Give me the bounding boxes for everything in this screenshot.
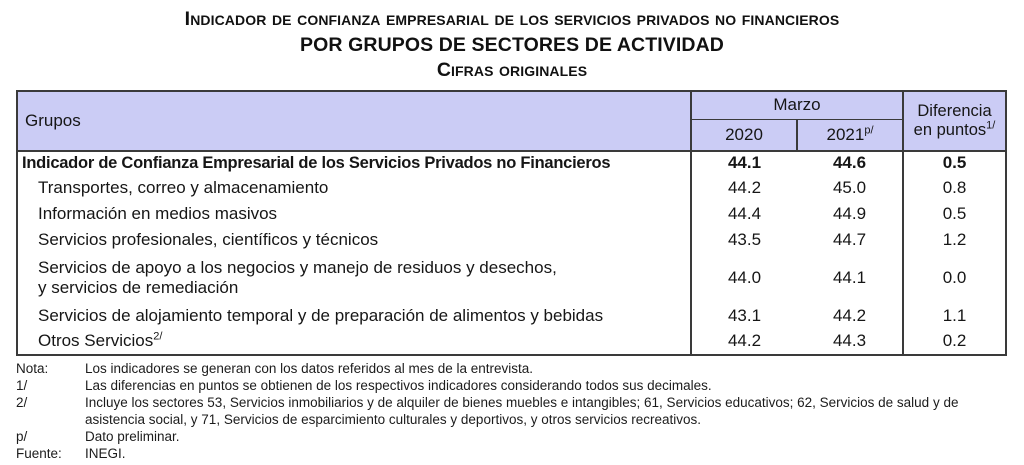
header-grupos: Grupos: [16, 89, 692, 152]
footnote-term: 2/: [16, 394, 28, 410]
group-label: Indicador de Confianza Empresarial de lo…: [17, 150, 692, 175]
value-2020: 43.5: [727, 229, 762, 249]
value-diff: 0.5: [902, 150, 1007, 175]
header-2021-label: 2021: [826, 124, 865, 144]
group-label: Servicios profesionales, científicos y t…: [17, 226, 692, 253]
value-2021: 44.1: [832, 267, 867, 287]
confidence-indicator-table: Grupos Marzo Diferencia en puntos1/ 2020…: [16, 89, 1008, 356]
footnote-term: 1/: [16, 377, 28, 393]
table-body: Indicador de Confianza Empresarial de lo…: [17, 150, 1007, 355]
title-line-3: Cifras originales: [436, 59, 588, 81]
value-diff: 1.1: [902, 302, 1007, 329]
table-row: Transportes, correo y almacenamiento 44.…: [17, 174, 1007, 201]
footnote-text: Dato preliminar.: [85, 428, 180, 444]
value-diff: 0.0: [902, 252, 1007, 303]
table-row: Información en medios masivos 44.4 44.9 …: [17, 200, 1007, 227]
table-row: Servicios profesionales, científicos y t…: [17, 226, 1007, 253]
table-row: Servicios de alojamiento temporal y de p…: [17, 302, 1007, 329]
value-2020: 44.1: [727, 153, 762, 172]
value-2021: 44.6: [832, 153, 867, 172]
value-2021: 44.2: [832, 305, 867, 325]
footnote-text: Las diferencias en puntos se obtienen de…: [85, 377, 712, 393]
header-diferencia-line1: Diferencia: [917, 101, 992, 120]
footnote-marker-p: p/: [864, 124, 874, 137]
table-row: Servicios de apoyo a los negocios y mane…: [17, 252, 1007, 303]
group-label-line1: Servicios de apoyo a los negocios y mane…: [38, 257, 557, 277]
footnote-term: Nota:: [16, 360, 49, 376]
footnote-term: p/: [16, 428, 28, 444]
value-2021: 45.0: [832, 177, 867, 197]
footnote-text: INEGI.: [85, 445, 126, 461]
footnote-text: Los indicadores se generan con los datos…: [85, 360, 534, 376]
group-label: Servicios de apoyo a los negocios y mane…: [17, 252, 692, 303]
value-2021: 44.7: [832, 229, 867, 249]
title-line-1: Indicador de confianza empresarial de lo…: [184, 8, 840, 30]
footnote-marker-1: 1/: [986, 119, 996, 131]
footnote-marker-2: 2/: [153, 330, 163, 343]
value-2020: 43.1: [727, 305, 762, 325]
header-marzo: Marzo: [689, 89, 905, 120]
title-line-2: POR GRUPOS DE SECTORES DE ACTIVIDAD: [300, 33, 724, 56]
value-diff: 0.2: [902, 328, 1007, 355]
header-diferencia-line2: en puntos: [913, 120, 987, 139]
value-2020: 44.2: [727, 331, 762, 350]
footnote-text: Incluye los sectores 53, Servicios inmob…: [85, 394, 959, 427]
value-diff: 0.8: [902, 174, 1007, 201]
value-diff: 0.5: [902, 200, 1007, 227]
table-header: Grupos Marzo Diferencia en puntos1/ 2020…: [16, 89, 1008, 152]
document-title: Indicador de confianza empresarial de lo…: [0, 0, 1024, 84]
footnote-term: Fuente:: [16, 445, 62, 461]
header-diferencia: Diferencia en puntos1/: [902, 89, 1008, 152]
group-label-line2: y servicios de remediación: [38, 277, 239, 297]
group-label: Información en medios masivos: [17, 200, 692, 227]
table-row: Indicador de Confianza Empresarial de lo…: [17, 150, 1007, 175]
header-2021: 2021p/: [795, 119, 905, 152]
footnotes: Nota: Los indicadores se generan con los…: [16, 360, 1018, 462]
value-2020: 44.2: [727, 177, 762, 197]
group-label: Servicios de alojamiento temporal y de p…: [17, 302, 692, 329]
table-row: Otros Servicios2/ 44.2 44.3 0.2: [17, 328, 1007, 355]
header-2020: 2020: [690, 119, 798, 152]
group-label: Otros Servicios2/: [17, 328, 692, 355]
group-label-text: Otros Servicios: [38, 331, 154, 350]
value-2021: 44.3: [832, 331, 867, 350]
group-label: Transportes, correo y almacenamiento: [17, 174, 692, 201]
value-2021: 44.9: [832, 203, 867, 223]
value-2020: 44.0: [727, 267, 762, 287]
value-2020: 44.4: [727, 203, 762, 223]
value-diff: 1.2: [902, 226, 1007, 253]
